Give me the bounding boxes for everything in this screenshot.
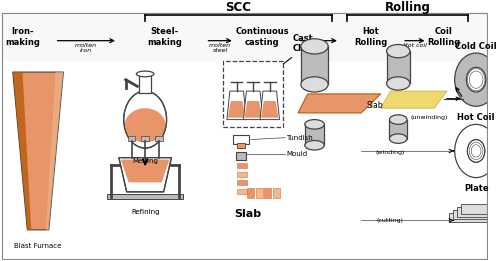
Bar — [264, 188, 272, 198]
Ellipse shape — [468, 140, 485, 162]
Ellipse shape — [454, 53, 498, 106]
Text: Plate: Plate — [464, 184, 488, 193]
Bar — [247, 188, 254, 198]
Bar — [274, 188, 280, 198]
Bar — [236, 152, 246, 159]
Polygon shape — [119, 158, 172, 192]
Text: molten
iron: molten iron — [74, 43, 97, 54]
Bar — [155, 136, 162, 140]
Bar — [237, 143, 245, 148]
Polygon shape — [244, 101, 262, 118]
Bar — [142, 136, 149, 140]
Polygon shape — [227, 91, 246, 120]
Ellipse shape — [124, 91, 166, 148]
Text: Refining: Refining — [131, 209, 160, 215]
Ellipse shape — [390, 115, 407, 124]
Text: Coil
Rolling: Coil Rolling — [428, 27, 460, 47]
Text: Hot Coil: Hot Coil — [458, 114, 495, 122]
Bar — [390, 120, 407, 139]
Ellipse shape — [305, 140, 324, 150]
Text: (winding): (winding) — [376, 150, 405, 155]
Polygon shape — [46, 72, 64, 230]
Polygon shape — [244, 91, 263, 120]
Text: Continuous
casting: Continuous casting — [235, 27, 289, 47]
Text: Iron-
making: Iron- making — [5, 27, 40, 47]
Bar — [301, 46, 328, 84]
Text: Rolling: Rolling — [384, 1, 430, 14]
Polygon shape — [380, 91, 447, 108]
Bar — [140, 74, 151, 93]
Ellipse shape — [301, 77, 328, 92]
Text: Tundish: Tundish — [286, 135, 313, 141]
Text: Slab: Slab — [366, 101, 382, 110]
Text: Cast
Charge: Cast Charge — [284, 34, 327, 64]
Text: Melting: Melting — [132, 158, 158, 164]
Bar — [452, 210, 500, 220]
Polygon shape — [298, 94, 380, 113]
Text: SCC: SCC — [226, 1, 252, 14]
Text: (unwinding): (unwinding) — [410, 115, 448, 120]
Bar — [456, 207, 500, 217]
Bar — [1, 12, 488, 61]
Text: Steel-
making: Steel- making — [147, 27, 182, 47]
Text: Hot
Rolling: Hot Rolling — [354, 27, 388, 47]
Bar — [256, 188, 262, 198]
Polygon shape — [260, 91, 280, 120]
Bar — [449, 213, 500, 222]
Text: Slab: Slab — [234, 209, 261, 219]
Ellipse shape — [124, 108, 166, 143]
Ellipse shape — [136, 71, 154, 77]
Polygon shape — [261, 101, 278, 118]
Bar — [234, 135, 249, 144]
Bar — [305, 124, 324, 145]
Text: slab: slab — [312, 39, 325, 44]
Ellipse shape — [454, 124, 498, 177]
Bar — [237, 189, 247, 194]
Text: (cutting): (cutting) — [377, 218, 404, 223]
Text: Cold Coil: Cold Coil — [456, 42, 497, 51]
Ellipse shape — [305, 120, 324, 129]
Text: molten
steel: molten steel — [209, 43, 231, 54]
Bar — [237, 180, 247, 185]
Text: Hot coil: Hot coil — [403, 43, 426, 48]
Bar — [223, 61, 284, 127]
Ellipse shape — [386, 77, 410, 90]
Bar — [386, 51, 410, 84]
Bar — [237, 172, 247, 177]
Polygon shape — [13, 72, 32, 230]
Text: Mould: Mould — [286, 151, 308, 157]
Bar — [128, 136, 136, 140]
Bar — [237, 163, 247, 168]
Polygon shape — [121, 159, 170, 182]
Text: Blast Furnace: Blast Furnace — [14, 243, 62, 249]
Ellipse shape — [466, 67, 486, 92]
Ellipse shape — [301, 39, 328, 54]
Polygon shape — [228, 101, 246, 118]
Ellipse shape — [390, 134, 407, 143]
Ellipse shape — [386, 44, 410, 58]
Bar — [460, 204, 500, 214]
Polygon shape — [13, 72, 64, 230]
Bar — [107, 194, 183, 199]
